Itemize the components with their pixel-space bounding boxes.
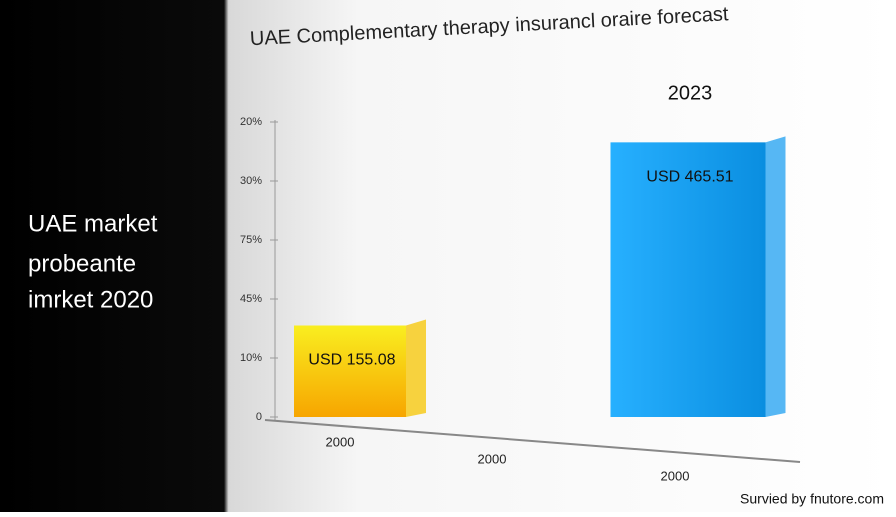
x-tick-label: 2000 [661,468,690,483]
side-text: probeante [28,250,136,277]
side-text: imrket 2020 [28,286,153,313]
x-tick-label: 2000 [478,451,507,466]
value-label: USD 155.08 [308,352,395,369]
bar-side [765,136,786,417]
bar [610,142,766,417]
bar-side [406,319,426,417]
x-tick-label: 2000 [326,434,355,449]
annotation: 2023 [668,82,713,104]
y-tick-label: 75% [240,234,262,246]
side-text: UAE market [28,210,158,237]
source: Survied by fnutore.com [740,491,884,507]
y-tick-label: 45% [240,293,262,305]
y-tick-label: 0 [256,411,262,423]
y-tick-label: 20% [240,116,262,128]
value-label: USD 465.51 [646,169,733,186]
x-axis [264,419,801,463]
y-tick-label: 30% [240,175,262,187]
y-tick-label: 10% [240,352,262,364]
bar [294,325,406,417]
